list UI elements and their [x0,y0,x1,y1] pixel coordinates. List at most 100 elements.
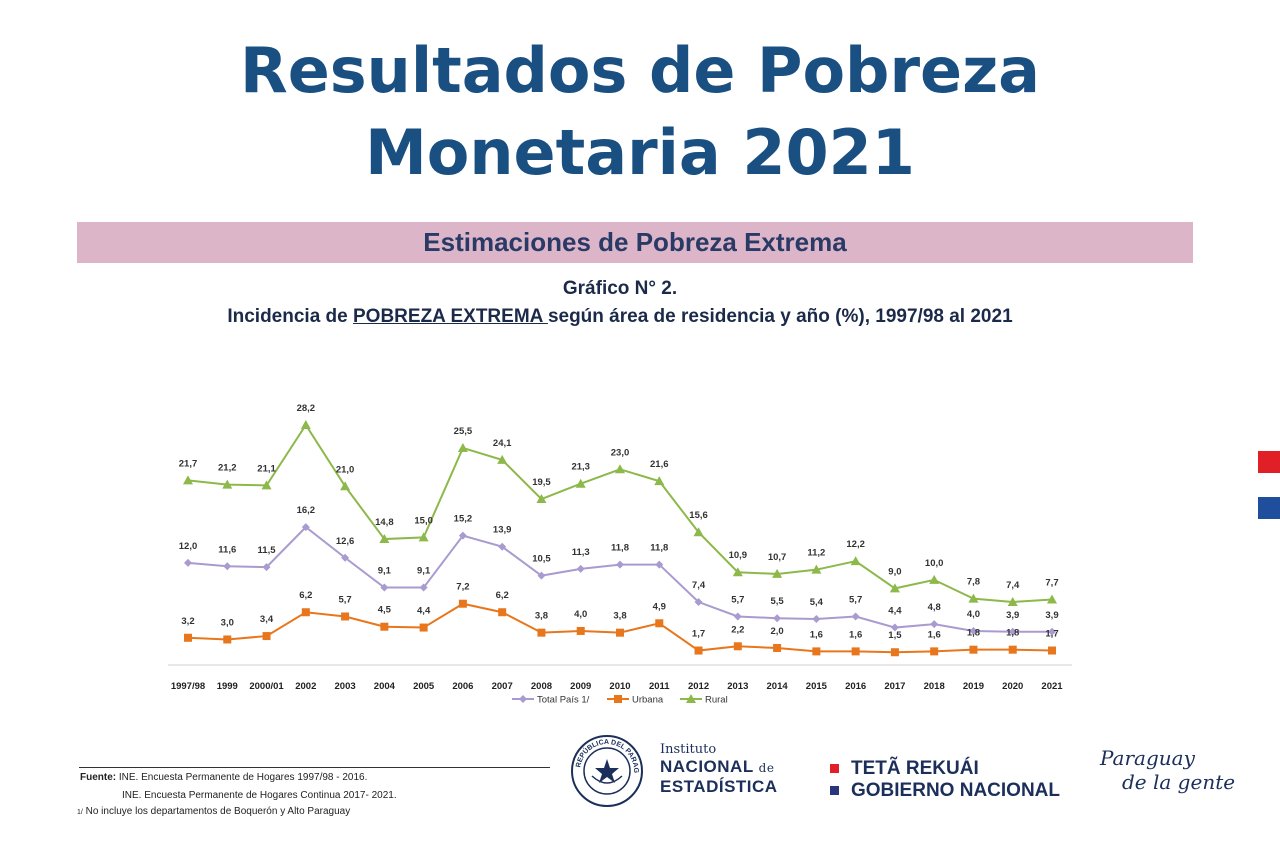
data-point [1047,594,1057,604]
data-point [1048,646,1056,655]
x-tick-label: 2020 [1002,681,1023,692]
data-label: 15,2 [454,514,473,525]
data-point [341,612,350,621]
data-label: 4,8 [928,602,941,613]
data-point [929,574,940,584]
data-point [419,623,428,632]
ine-logo: Instituto NACIONAL de ESTADÍSTICA [660,742,778,797]
data-label: 6,2 [299,590,312,601]
data-point [301,608,310,617]
data-label: 3,9 [1045,610,1058,621]
gov-line1: TETÃ REKUÁI [830,758,1060,780]
data-label: 9,1 [378,566,392,577]
footnote-mark: 1/ [77,809,83,816]
x-tick-label: 2015 [806,681,828,692]
slogan-line2: de la gente [1122,770,1236,794]
data-point [694,598,703,607]
legend-marker [686,694,696,703]
data-label: 1,6 [810,629,823,640]
data-label: 14,8 [375,517,394,528]
data-label: 5,4 [810,597,824,608]
legend-label: Rural [705,695,728,706]
data-label: 11,5 [258,545,277,556]
data-label: 3,0 [221,617,234,628]
x-tick-label: 2018 [924,681,945,692]
data-point [223,635,232,644]
data-point [851,647,860,656]
data-point [851,612,860,621]
data-point [773,643,782,652]
x-tick-label: 2017 [884,681,905,692]
data-point [655,619,664,628]
data-point [1048,627,1056,636]
x-tick-label: 2007 [492,681,513,692]
data-point [890,648,899,657]
data-point [930,620,939,629]
data-label: 12,6 [336,536,355,547]
data-point [222,479,233,489]
x-tick-label: 1997/98 [171,681,205,692]
source-text-1: INE. Encuesta Permanente de Hogares 1997… [118,772,368,783]
data-point [615,464,625,474]
graph-title-underlined: POBREZA EXTREMA [353,306,548,327]
data-point [183,475,193,485]
x-tick-label: 2011 [649,681,670,692]
data-point [184,558,192,567]
legend-marker [519,695,527,703]
data-point [733,642,742,651]
paraguay-seal-icon: REPÚBLICA DEL PARAGUAY [570,734,643,807]
x-tick-label: 2013 [727,681,748,692]
data-point [223,562,232,571]
page-title-line2: Monetaria 2021 [365,116,915,189]
data-point [968,593,979,603]
data-label: 10,5 [532,554,551,565]
data-label: 4,0 [574,609,587,620]
data-label: 21,6 [650,459,669,470]
section-band-label: Estimaciones de Pobreza Extrema [423,227,847,257]
section-band: Estimaciones de Pobreza Extrema [77,222,1193,263]
data-label: 21,1 [257,463,276,474]
ine-line2: NACIONAL de [660,757,775,776]
slogan-line1: Paraguay [1100,746,1195,770]
data-point [616,628,624,637]
data-point [969,645,978,654]
data-point [458,531,467,540]
data-label: 28,2 [297,403,316,414]
data-label: 10,7 [768,552,787,563]
graph-title-post: según área de residencia y año (%), 1997… [547,306,1013,327]
red-square-icon [1258,451,1280,473]
data-label: 5,7 [338,594,351,605]
data-point [341,553,350,562]
ine-line3: ESTADÍSTICA [660,777,778,796]
data-label: 5,5 [770,596,784,607]
data-point [1007,597,1018,607]
x-tick-label: 2019 [963,681,984,692]
x-tick-label: 2000/01 [249,681,284,692]
data-label: 11,2 [807,548,825,559]
graph-number: Gráfico N° 2. [562,278,678,299]
data-point [693,527,704,537]
data-label: 15,0 [414,515,433,526]
data-label: 4,0 [967,609,980,620]
data-point [576,564,585,573]
data-label: 11,3 [572,547,590,558]
data-label: 24,1 [493,438,512,449]
source-label: Fuente: [80,772,117,783]
data-label: 9,0 [888,566,901,577]
source-line1: Fuente: INE. Encuesta Permanente de Hoga… [80,772,367,783]
data-label: 3,8 [613,611,626,622]
data-point [655,560,664,569]
data-label: 13,9 [493,525,512,536]
data-label: 3,8 [535,611,548,622]
data-point [576,626,585,635]
data-point [889,583,900,593]
data-label: 1,7 [1045,629,1058,640]
blue-square-icon [830,786,839,796]
data-label: 25,5 [454,426,473,437]
data-point [300,420,311,429]
footnote-text: No incluye los departamentos de Boquerón… [85,806,351,817]
x-tick-label: 2014 [767,681,789,692]
data-point [733,612,742,621]
data-label: 21,7 [179,458,198,469]
data-label: 12,2 [846,539,865,550]
